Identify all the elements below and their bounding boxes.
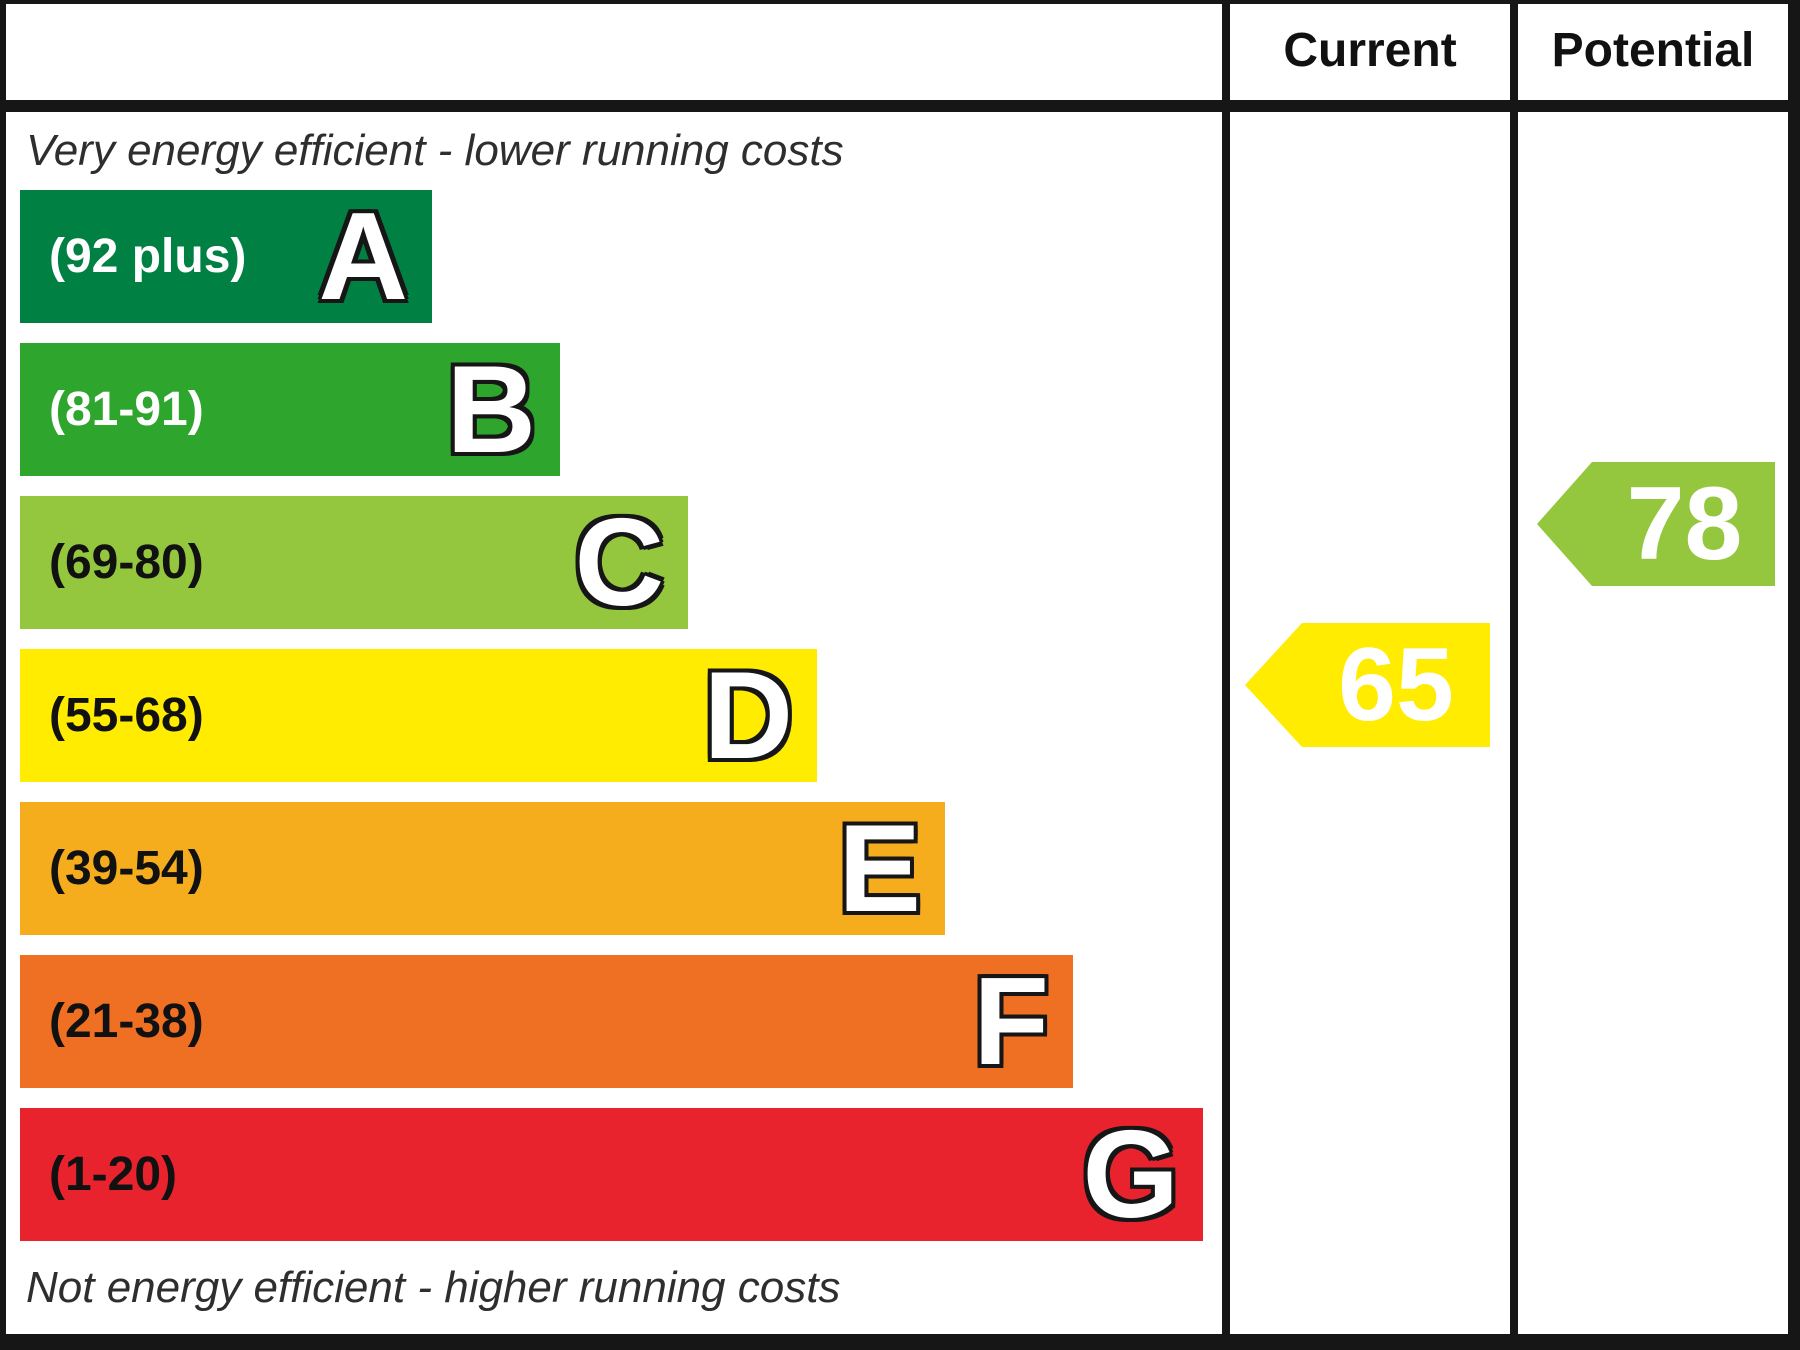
column-divider-current [1222,0,1230,1350]
current-column-header: Current [1283,23,1457,77]
potential-rating-arrow: 78 [1537,462,1775,586]
band-g-letter: G [1082,1105,1179,1244]
band-b-range-label: (81-91) [49,382,204,436]
band-b-letter: B [446,340,536,479]
potential-column-header: Potential [1551,23,1755,77]
band-c: (69-80) C [20,496,688,629]
band-g-range-label: (1-20) [49,1147,178,1201]
band-a-range-label: (92 plus) [49,229,247,283]
current-arrow-shape [1245,623,1490,747]
band-f-letter: F [973,952,1049,1091]
band-f: (21-38) F [20,955,1073,1088]
band-c-letter: C [574,493,664,632]
band-g: (1-20) G [20,1108,1203,1241]
rating-scale: Very energy efficient - lower running co… [6,112,1222,1334]
band-e-range-label: (39-54) [49,841,204,895]
header-rule [0,100,1800,112]
potential-rating-value: 78 [1626,466,1743,582]
table-top-border [0,0,1800,4]
bottom-note: Not energy efficient - higher running co… [26,1262,841,1312]
current-rating-value: 65 [1338,627,1454,743]
table-right-border [1788,0,1800,1350]
top-note: Very energy efficient - lower running co… [26,126,844,175]
band-d: (55-68) D [20,649,817,782]
table-bottom-border [0,1334,1800,1350]
table-left-border [0,0,6,1350]
current-rating-arrow: 65 [1245,623,1490,747]
left-pointer-icon [1245,623,1490,747]
band-e-letter: E [838,799,921,938]
column-divider-potential [1510,0,1518,1350]
band-a-letter: A [318,187,408,326]
band-b: (81-91) B [20,343,560,476]
potential-arrow-shape [1537,462,1775,586]
band-c-range-label: (69-80) [49,535,204,589]
band-d-range-label: (55-68) [49,688,204,742]
band-d-letter: D [703,646,793,785]
band-f-range-label: (21-38) [49,994,204,1048]
left-pointer-icon [1537,462,1775,586]
band-a: (92 plus) A [20,190,432,323]
band-e: (39-54) E [20,802,945,935]
